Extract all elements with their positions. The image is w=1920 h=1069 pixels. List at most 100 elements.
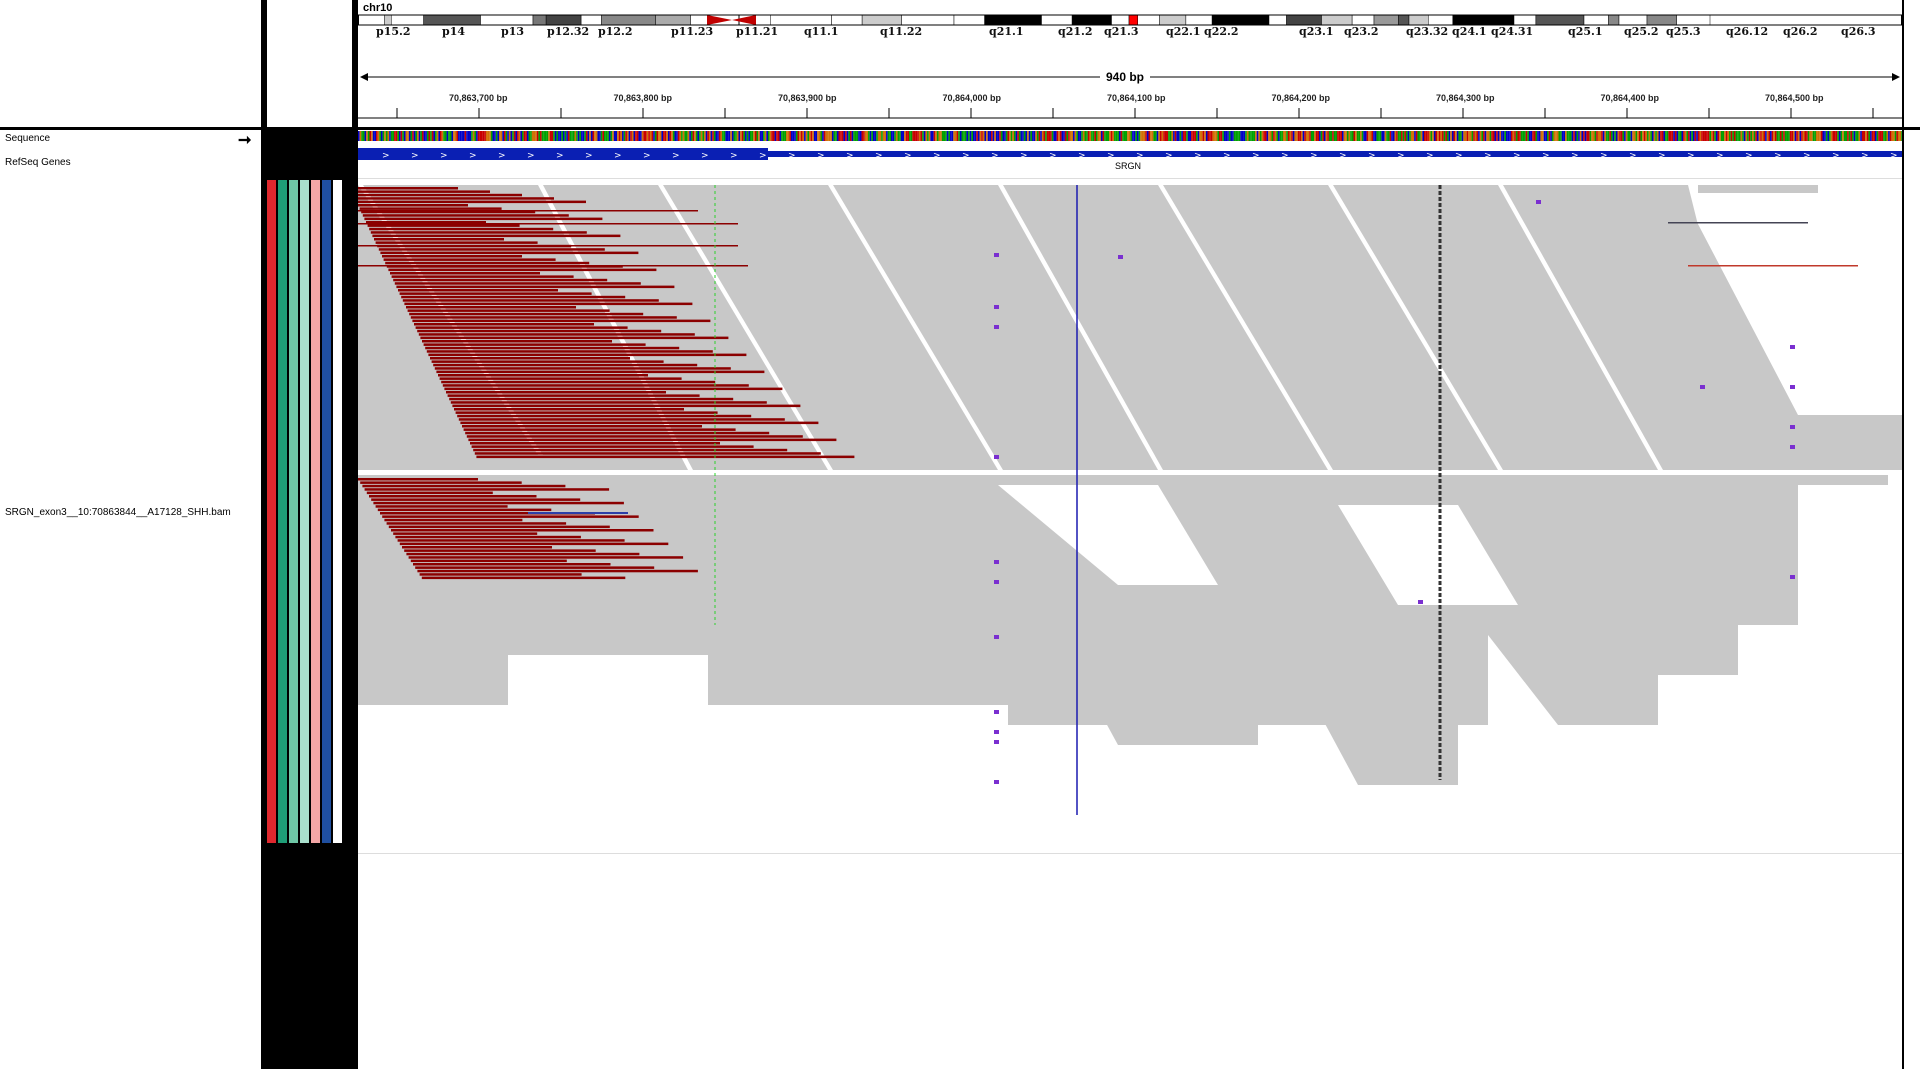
- svg-text:>: >: [1658, 151, 1666, 161]
- ruler-tick-label: 70,864,400 bp: [1600, 93, 1660, 103]
- data-panel-right-border: [1902, 0, 1904, 1069]
- sequence-track[interactable]: [358, 131, 1902, 143]
- svg-text:>: >: [672, 151, 680, 161]
- band-label: q24.31: [1491, 25, 1534, 38]
- attribute-divider: [331, 130, 333, 1069]
- svg-text:>: >: [1281, 151, 1289, 161]
- svg-text:>: >: [1745, 151, 1753, 161]
- svg-text:>: >: [1368, 151, 1376, 161]
- band-label: q26.12: [1726, 25, 1769, 38]
- band-label: p14: [442, 25, 465, 38]
- band-label: q21.3: [1104, 25, 1139, 38]
- attribute-swatch-red[interactable]: [267, 180, 276, 843]
- attribute-swatch-white[interactable]: [333, 180, 342, 843]
- chromosome-name[interactable]: chr10: [363, 2, 393, 14]
- band-label: q23.2: [1344, 25, 1379, 38]
- attribute-swatch-teal[interactable]: [278, 180, 287, 843]
- svg-text:>: >: [991, 151, 999, 161]
- track-name-panel: [0, 0, 261, 1069]
- svg-text:>: >: [1542, 151, 1550, 161]
- svg-text:>: >: [556, 151, 564, 161]
- ruler-tick-label: 70,864,200 bp: [1271, 93, 1331, 103]
- svg-text:>: >: [1716, 151, 1724, 161]
- svg-text:>: >: [1165, 151, 1173, 161]
- band-label: q21.2: [1058, 25, 1093, 38]
- svg-text:>: >: [759, 151, 767, 161]
- ruler[interactable]: [358, 50, 1902, 122]
- svg-text:>: >: [614, 151, 622, 161]
- svg-text:>: >: [933, 151, 941, 161]
- svg-text:>: >: [1339, 151, 1347, 161]
- band-label: q25.3: [1666, 25, 1701, 38]
- svg-text:>: >: [1803, 151, 1811, 161]
- svg-text:>: >: [1774, 151, 1782, 161]
- refseq-gene-feature[interactable]: > > > > > > > > > > > > > > > > > > > > > > > > > > > > > > > > > > > > > > > >…: [358, 148, 1902, 162]
- svg-text:>: >: [1832, 151, 1840, 161]
- svg-text:>: >: [1513, 151, 1521, 161]
- attribute-swatch-mint[interactable]: [300, 180, 309, 843]
- svg-text:>: >: [817, 151, 825, 161]
- svg-text:>: >: [1107, 151, 1115, 161]
- svg-text:>: >: [1455, 151, 1463, 161]
- band-label: q22.2: [1204, 25, 1239, 38]
- attribute-divider: [309, 130, 311, 1069]
- svg-text:>: >: [846, 151, 854, 161]
- refseq-track-label[interactable]: RefSeq Genes: [5, 157, 71, 168]
- band-label: p13: [501, 25, 524, 38]
- attribute-panel-border: [261, 0, 267, 1069]
- ruler-span-label: 940 bp: [1100, 70, 1151, 84]
- band-label: q24.1: [1452, 25, 1487, 38]
- svg-text:>: >: [1600, 151, 1608, 161]
- svg-text:>: >: [440, 151, 448, 161]
- svg-text:>: >: [1890, 151, 1898, 161]
- band-label: q25.2: [1624, 25, 1659, 38]
- track-separator: [358, 853, 1902, 854]
- svg-text:>: >: [1310, 151, 1318, 161]
- svg-text:>: >: [469, 151, 477, 161]
- svg-text:>: >: [1020, 151, 1028, 161]
- band-label: q11.1: [804, 25, 839, 38]
- band-label: p11.23: [671, 25, 714, 38]
- alignment-track[interactable]: [358, 185, 1902, 855]
- svg-text:>: >: [1861, 151, 1869, 161]
- right-arrow-icon[interactable]: ➞: [238, 132, 252, 149]
- band-label: q22.1: [1166, 25, 1201, 38]
- chromosome-ideogram[interactable]: [358, 14, 1902, 28]
- band-label: p12.32: [547, 25, 590, 38]
- svg-text:>: >: [875, 151, 883, 161]
- svg-text:>: >: [643, 151, 651, 161]
- svg-text:>: >: [788, 151, 796, 161]
- ruler-tick-label: 70,864,100 bp: [1107, 93, 1166, 103]
- svg-text:>: >: [1687, 151, 1695, 161]
- bam-track-label[interactable]: SRGN_exon3__10:70863844__A17128_SHH.bam: [5, 507, 231, 518]
- band-label: q23.1: [1299, 25, 1334, 38]
- band-label: p12.2: [598, 25, 633, 38]
- ruler-tick-label: 70,863,900 bp: [778, 93, 837, 103]
- ruler-tick-label: 70,863,700 bp: [449, 93, 508, 103]
- svg-text:>: >: [498, 151, 506, 161]
- attribute-swatch-blue[interactable]: [322, 180, 331, 843]
- sequence-track-label[interactable]: Sequence: [5, 133, 51, 144]
- ruler-tick-label: 70,864,300 bp: [1436, 93, 1495, 103]
- svg-text:>: >: [1136, 151, 1144, 161]
- svg-text:>: >: [1078, 151, 1086, 161]
- svg-text:>: >: [1194, 151, 1202, 161]
- gene-name-label[interactable]: SRGN: [1115, 161, 1142, 171]
- ruler-tick-label: 70,864,500 bp: [1765, 93, 1824, 103]
- right-margin: [1902, 0, 1920, 1069]
- svg-text:>: >: [701, 151, 709, 161]
- attribute-swatch-pink[interactable]: [311, 180, 320, 843]
- svg-text:>: >: [585, 151, 593, 161]
- svg-text:>: >: [1484, 151, 1492, 161]
- band-label: q21.1: [989, 25, 1024, 38]
- svg-text:>: >: [1223, 151, 1231, 161]
- svg-text:>: >: [527, 151, 535, 161]
- band-label: q25.1: [1568, 25, 1603, 38]
- svg-text:>: >: [411, 151, 419, 161]
- attribute-divider: [276, 130, 278, 1069]
- ruler-tick-label: 70,863,800 bp: [613, 93, 673, 103]
- svg-text:>: >: [1571, 151, 1579, 161]
- attribute-header: [267, 0, 352, 127]
- svg-text:>: >: [1426, 151, 1434, 161]
- attribute-swatch-green[interactable]: [289, 180, 298, 843]
